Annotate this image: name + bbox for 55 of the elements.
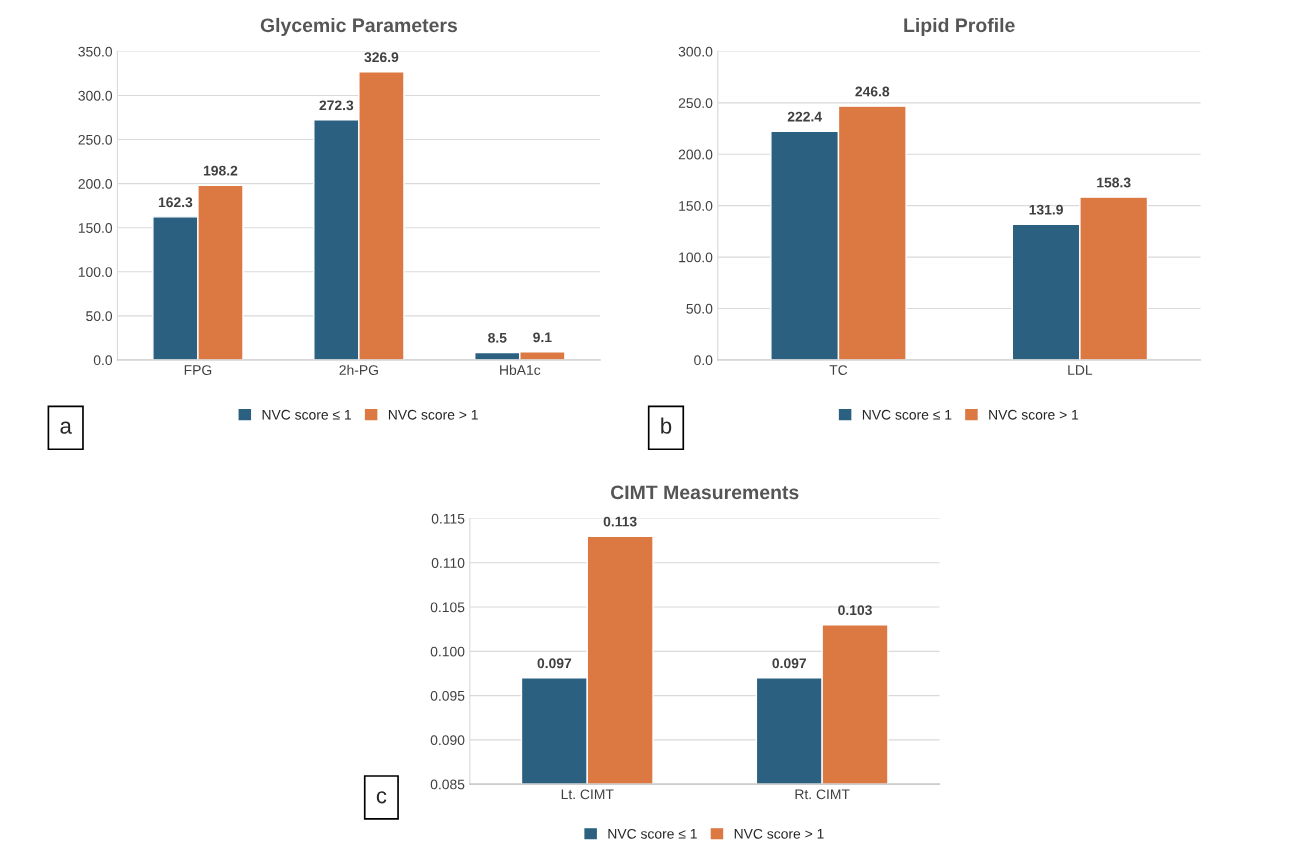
data-label: 246.8 (855, 86, 890, 97)
x-tick-label: Rt. CIMT (795, 789, 850, 800)
y-tick-label: 300.0 (678, 46, 713, 57)
y-tick-label: 50.0 (686, 303, 713, 314)
legend-label: NVC score > 1 (989, 409, 1079, 420)
y-tick-label: 0.110 (431, 558, 465, 568)
data-label: 8.5 (488, 332, 507, 343)
y-tick-label: 150.0 (679, 201, 713, 211)
legend-label: NVC score ≤ 1 (862, 409, 952, 420)
chart-title: Glycemic Parameters (260, 17, 457, 37)
data-label: 9.1 (533, 332, 552, 343)
y-tick-label: 350.0 (78, 46, 113, 57)
y-tick-label: 250.0 (678, 98, 713, 109)
y-tick-label: 0.0 (694, 355, 713, 366)
data-label: 131.9 (1029, 204, 1063, 215)
x-tick-label: Lt. CIMT (561, 789, 614, 800)
y-tick-label: 0.105 (430, 602, 465, 613)
data-label: 198.2 (203, 165, 238, 176)
legend-label: NVC score > 1 (388, 409, 478, 420)
data-label: 162.3 (158, 197, 193, 208)
x-tick-label: HbA1c (500, 364, 541, 375)
y-tick-label: 0.085 (430, 779, 465, 790)
data-label: 0.103 (838, 605, 872, 616)
x-tick-label: 2h-PG (339, 364, 378, 375)
y-tick-label: 200.0 (78, 178, 113, 189)
data-label: 222.4 (787, 111, 822, 122)
y-tick-label: 200.0 (678, 149, 713, 160)
y-tick-label: 0.0 (93, 355, 113, 366)
text: a (60, 421, 72, 434)
data-label: 0.097 (537, 658, 572, 669)
x-tick-label: TC (829, 365, 848, 375)
chart-title: Lipid Profile (904, 17, 1015, 37)
y-tick-label: 0.090 (430, 735, 465, 746)
y-tick-label: 50.0 (86, 311, 113, 322)
chart-title: CIMT Measurements (610, 485, 799, 500)
y-tick-label: 250.0 (78, 134, 113, 145)
text: b (661, 417, 672, 434)
y-tick-label: 0.100 (430, 646, 465, 657)
y-tick-label: 0.095 (430, 690, 465, 701)
y-tick-label: 0.115 (431, 513, 465, 524)
y-tick-label: 150.0 (78, 223, 113, 233)
legend-label: NVC score ≤ 1 (608, 828, 697, 839)
text: c (376, 791, 387, 804)
data-label: 0.097 (772, 658, 807, 669)
y-tick-label: 300.0 (78, 90, 113, 101)
data-label: 158.3 (1097, 177, 1131, 188)
y-tick-label: 100.0 (679, 252, 713, 263)
data-label: 0.113 (603, 516, 637, 527)
legend-label: NVC score ≤ 1 (262, 409, 352, 420)
legend-label: NVC score > 1 (734, 828, 824, 839)
data-label: 272.3 (319, 100, 354, 111)
data-label: 326.9 (364, 52, 399, 63)
x-tick-label: LDL (1068, 365, 1093, 375)
x-tick-label: FPG (184, 365, 212, 375)
y-tick-label: 100.0 (78, 267, 113, 277)
